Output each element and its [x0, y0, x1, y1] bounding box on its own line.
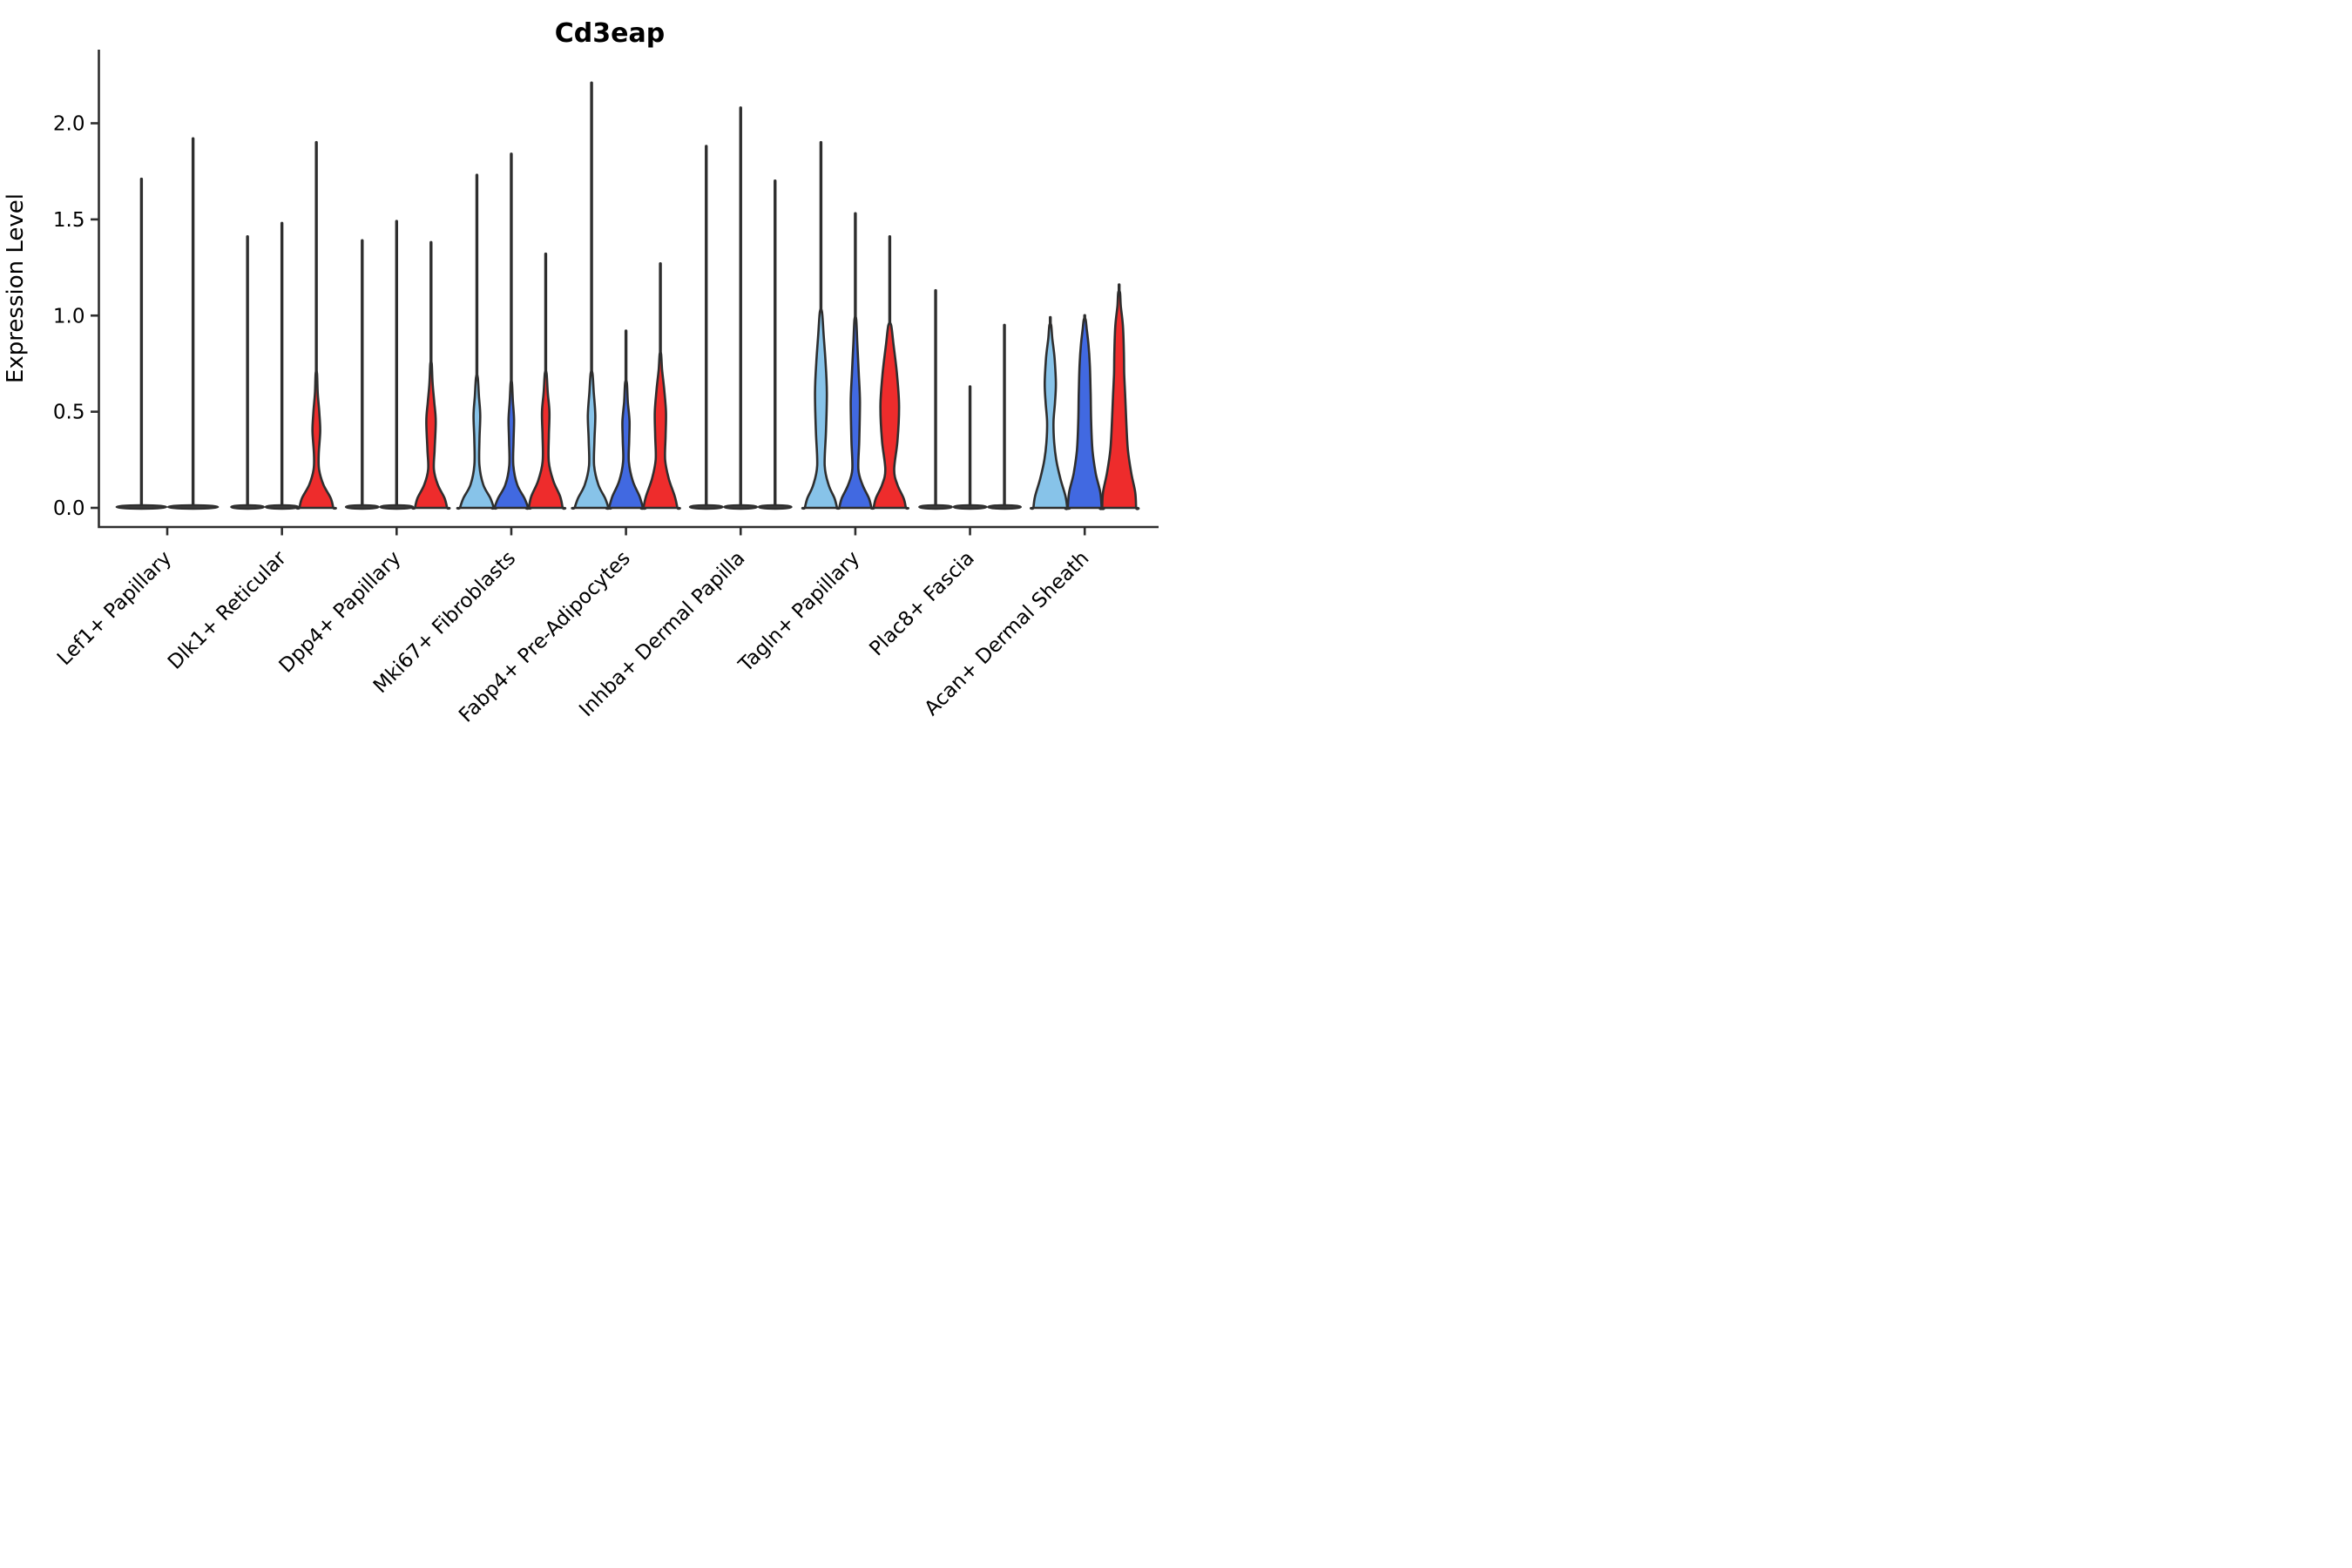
violin-flat-body [115, 504, 168, 510]
violin-body [639, 350, 681, 510]
violin-body [835, 314, 875, 510]
violin-7-red [987, 323, 1023, 510]
x-category-label: Tagln+ Papillary [734, 547, 864, 677]
violin-3-blue [490, 152, 532, 510]
violin-body [295, 369, 337, 510]
violin-flat-body [264, 504, 300, 510]
violin-2-blue [379, 220, 415, 510]
violin-flat-body [952, 504, 988, 510]
violin-8-lightblue [1030, 315, 1071, 510]
violin-body [869, 321, 909, 510]
violin-0-blue [166, 137, 220, 510]
violin-4-red [639, 261, 681, 510]
violin-4-blue [605, 329, 647, 510]
y-axis-label: Expression Level [3, 193, 29, 383]
y-tick-label: 0.0 [53, 497, 85, 520]
violin-flat-body [166, 504, 220, 510]
violin-body [571, 369, 612, 510]
violin-1-lightblue [230, 235, 266, 510]
violin-8-blue [1064, 314, 1105, 510]
violin-3-lightblue [456, 173, 498, 510]
x-category-label: Dlk1+ Reticular [164, 546, 291, 673]
violin-plot-canvas: Cd3eap Expression Level 0.00.51.01.52.0 … [3, 18, 1159, 727]
violins-layer [115, 81, 1140, 536]
axis-spines [98, 50, 1159, 529]
violin-4-lightblue [571, 81, 612, 510]
violin-2-red [411, 240, 451, 510]
violin-0-lightblue [115, 177, 168, 510]
y-tick-label: 0.5 [53, 402, 85, 424]
axes: 0.0 0.5 1.0 1.5 2.0 [53, 50, 1159, 529]
violin-body [605, 379, 647, 510]
violin-body [1064, 316, 1105, 510]
violin-1-blue [264, 221, 300, 510]
chart-title: Cd3eap [555, 18, 665, 49]
violin-plot-figure: Cd3eap Expression Level 0.0 0.5 1.0 1.5 2.0 … [0, 0, 1176, 784]
x-category-label: Lef1+ Papillary [53, 547, 176, 670]
violin-body [1030, 322, 1071, 510]
violin-flat-body [723, 504, 759, 510]
violin-body [456, 373, 498, 510]
violin-6-red [869, 235, 909, 510]
violin-flat-body [757, 504, 793, 510]
x-category-label: Plac8+ Fascia [865, 547, 978, 660]
violin-flat-body [379, 504, 415, 510]
violin-8-red [1098, 283, 1140, 510]
x-category-label: Dpp4+ Papillary [275, 547, 406, 678]
violin-1-red [295, 140, 337, 510]
violin-3-red [524, 252, 567, 510]
violin-7-blue [952, 385, 988, 510]
y-tick-label: 1.5 [53, 209, 85, 232]
violin-flat-body [230, 504, 266, 510]
violin-7-lightblue [918, 288, 954, 510]
violin-2-lightblue [344, 239, 380, 510]
violin-6-blue [835, 212, 875, 510]
y-tick-label: 2.0 [53, 113, 85, 136]
violin-body [524, 369, 567, 510]
violin-body [1098, 289, 1140, 510]
violin-body [490, 379, 532, 510]
violin-5-lightblue [688, 145, 724, 510]
violin-flat-body [344, 504, 380, 510]
violin-6-lightblue [801, 140, 841, 510]
violin-flat-body [688, 504, 724, 510]
violin-5-red [757, 179, 793, 510]
violin-5-blue [723, 106, 759, 510]
violin-flat-body [918, 504, 954, 510]
y-tick-label: 1.0 [53, 305, 85, 328]
violin-flat-body [987, 504, 1023, 510]
violin-body [411, 360, 451, 510]
violin-body [801, 308, 841, 510]
